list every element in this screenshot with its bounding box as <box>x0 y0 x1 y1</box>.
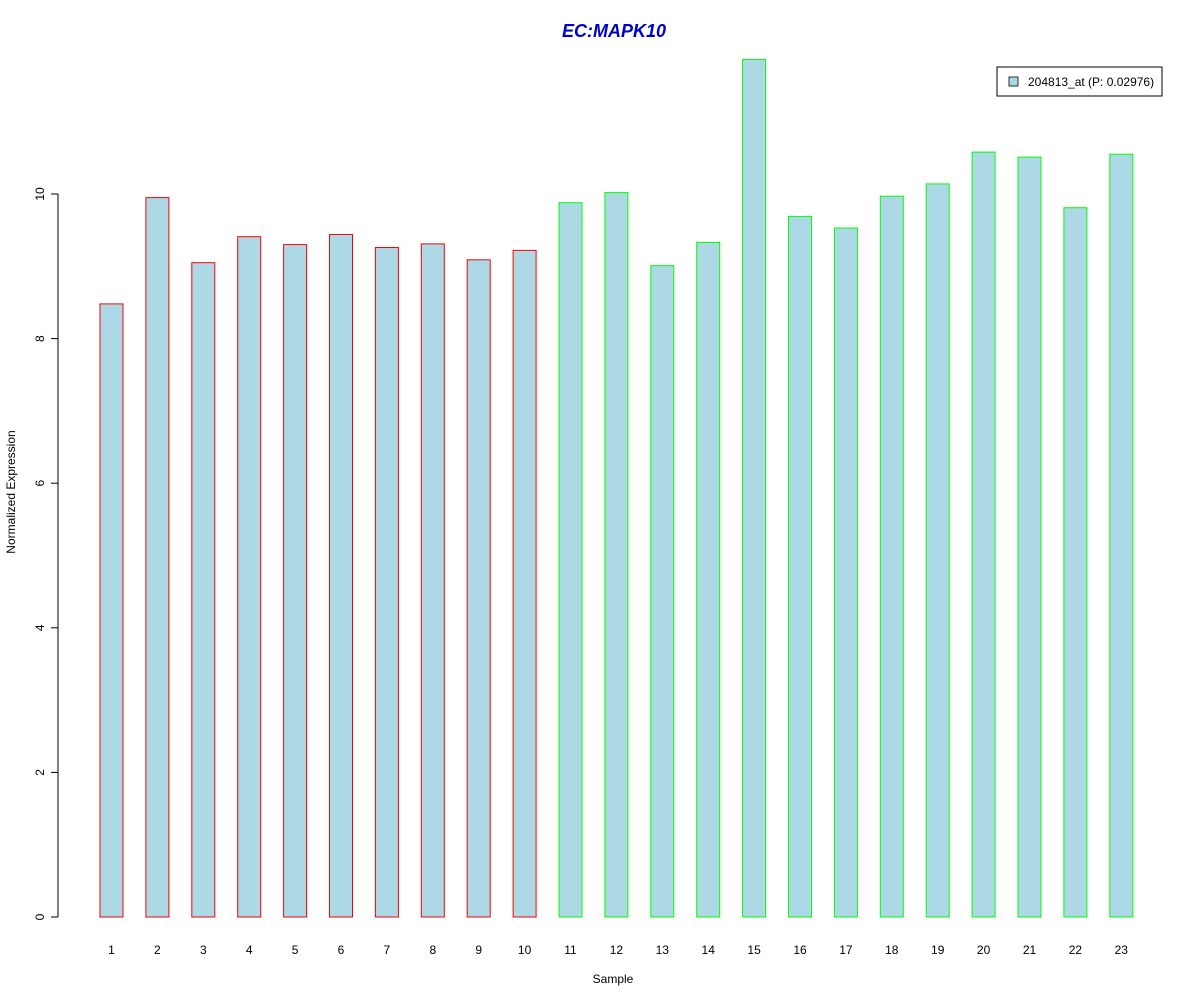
bar-sample-22 <box>1063 207 1088 918</box>
x-tick-label: 14 <box>702 943 716 957</box>
x-tick-label: 23 <box>1115 943 1129 957</box>
x-tick-label: 8 <box>429 943 436 957</box>
y-tick-label: 8 <box>33 335 47 342</box>
x-tick-labels: 1 2 3 4 5 6 7 8 9 10 11 12 13 14 15 16 17 18 19 20 21 22 23 <box>108 943 1128 957</box>
y-tick-label: 6 <box>33 480 47 487</box>
legend-label: 204813_at (P: 0.02976) <box>1028 75 1154 89</box>
bar-sample-6 <box>329 234 353 918</box>
bar-sample-12 <box>604 192 629 918</box>
y-tick-label: 0 <box>33 913 47 920</box>
x-tick-label: 21 <box>1023 943 1037 957</box>
x-tick-label: 16 <box>793 943 807 957</box>
bar-sample-15 <box>742 59 767 918</box>
x-tick-label: 12 <box>610 943 624 957</box>
x-tick-label: 11 <box>564 943 577 957</box>
bar-sample-11 <box>558 202 583 918</box>
x-tick-label: 4 <box>246 943 253 957</box>
bar-sample-13 <box>650 265 675 918</box>
bar-sample-5 <box>283 244 308 918</box>
legend: 204813_at (P: 0.02976) <box>996 66 1163 97</box>
bar-sample-16 <box>788 215 812 918</box>
y-axis: 0 2 4 6 8 10 <box>33 187 59 920</box>
x-tick-label: 13 <box>656 943 670 957</box>
legend-swatch <box>1008 76 1019 87</box>
y-tick-label: 10 <box>33 187 47 201</box>
chart-title: EC:MAPK10 <box>562 21 666 41</box>
bar-sample-3 <box>191 262 216 918</box>
y-tick-label: 2 <box>33 769 47 776</box>
bar-sample-21 <box>1017 156 1042 918</box>
x-tick-label: 9 <box>475 943 482 957</box>
bar-sample-1 <box>99 303 124 918</box>
x-axis-title: Sample <box>593 972 634 986</box>
bar-sample-20 <box>971 151 996 918</box>
x-tick-label: 2 <box>154 943 161 957</box>
bar-series <box>99 59 1134 918</box>
x-tick-label: 5 <box>292 943 299 957</box>
bar-sample-9 <box>466 259 491 918</box>
x-tick-label: 18 <box>885 943 899 957</box>
bar-sample-7 <box>374 247 399 918</box>
x-tick-label: 3 <box>200 943 207 957</box>
bar-sample-18 <box>879 195 904 918</box>
x-tick-label: 6 <box>338 943 345 957</box>
bar-sample-14 <box>696 241 721 918</box>
x-tick-label: 19 <box>931 943 945 957</box>
bar-sample-10 <box>512 249 537 918</box>
y-tick-label: 4 <box>33 624 47 631</box>
bar-sample-2 <box>145 197 170 918</box>
bar-sample-4 <box>237 236 262 918</box>
x-tick-label: 20 <box>977 943 991 957</box>
x-tick-label: 15 <box>747 943 761 957</box>
bar-sample-17 <box>833 227 858 918</box>
bar-sample-19 <box>925 183 950 918</box>
x-tick-label: 1 <box>108 943 115 957</box>
y-axis-title: Normalized Expression <box>4 430 18 553</box>
x-tick-label: 10 <box>518 943 532 957</box>
x-tick-label: 7 <box>384 943 391 957</box>
x-tick-label: 17 <box>839 943 853 957</box>
legend-box <box>996 66 1163 97</box>
bar-sample-8 <box>420 243 445 918</box>
bar-sample-23 <box>1109 153 1134 918</box>
x-tick-label: 22 <box>1069 943 1083 957</box>
